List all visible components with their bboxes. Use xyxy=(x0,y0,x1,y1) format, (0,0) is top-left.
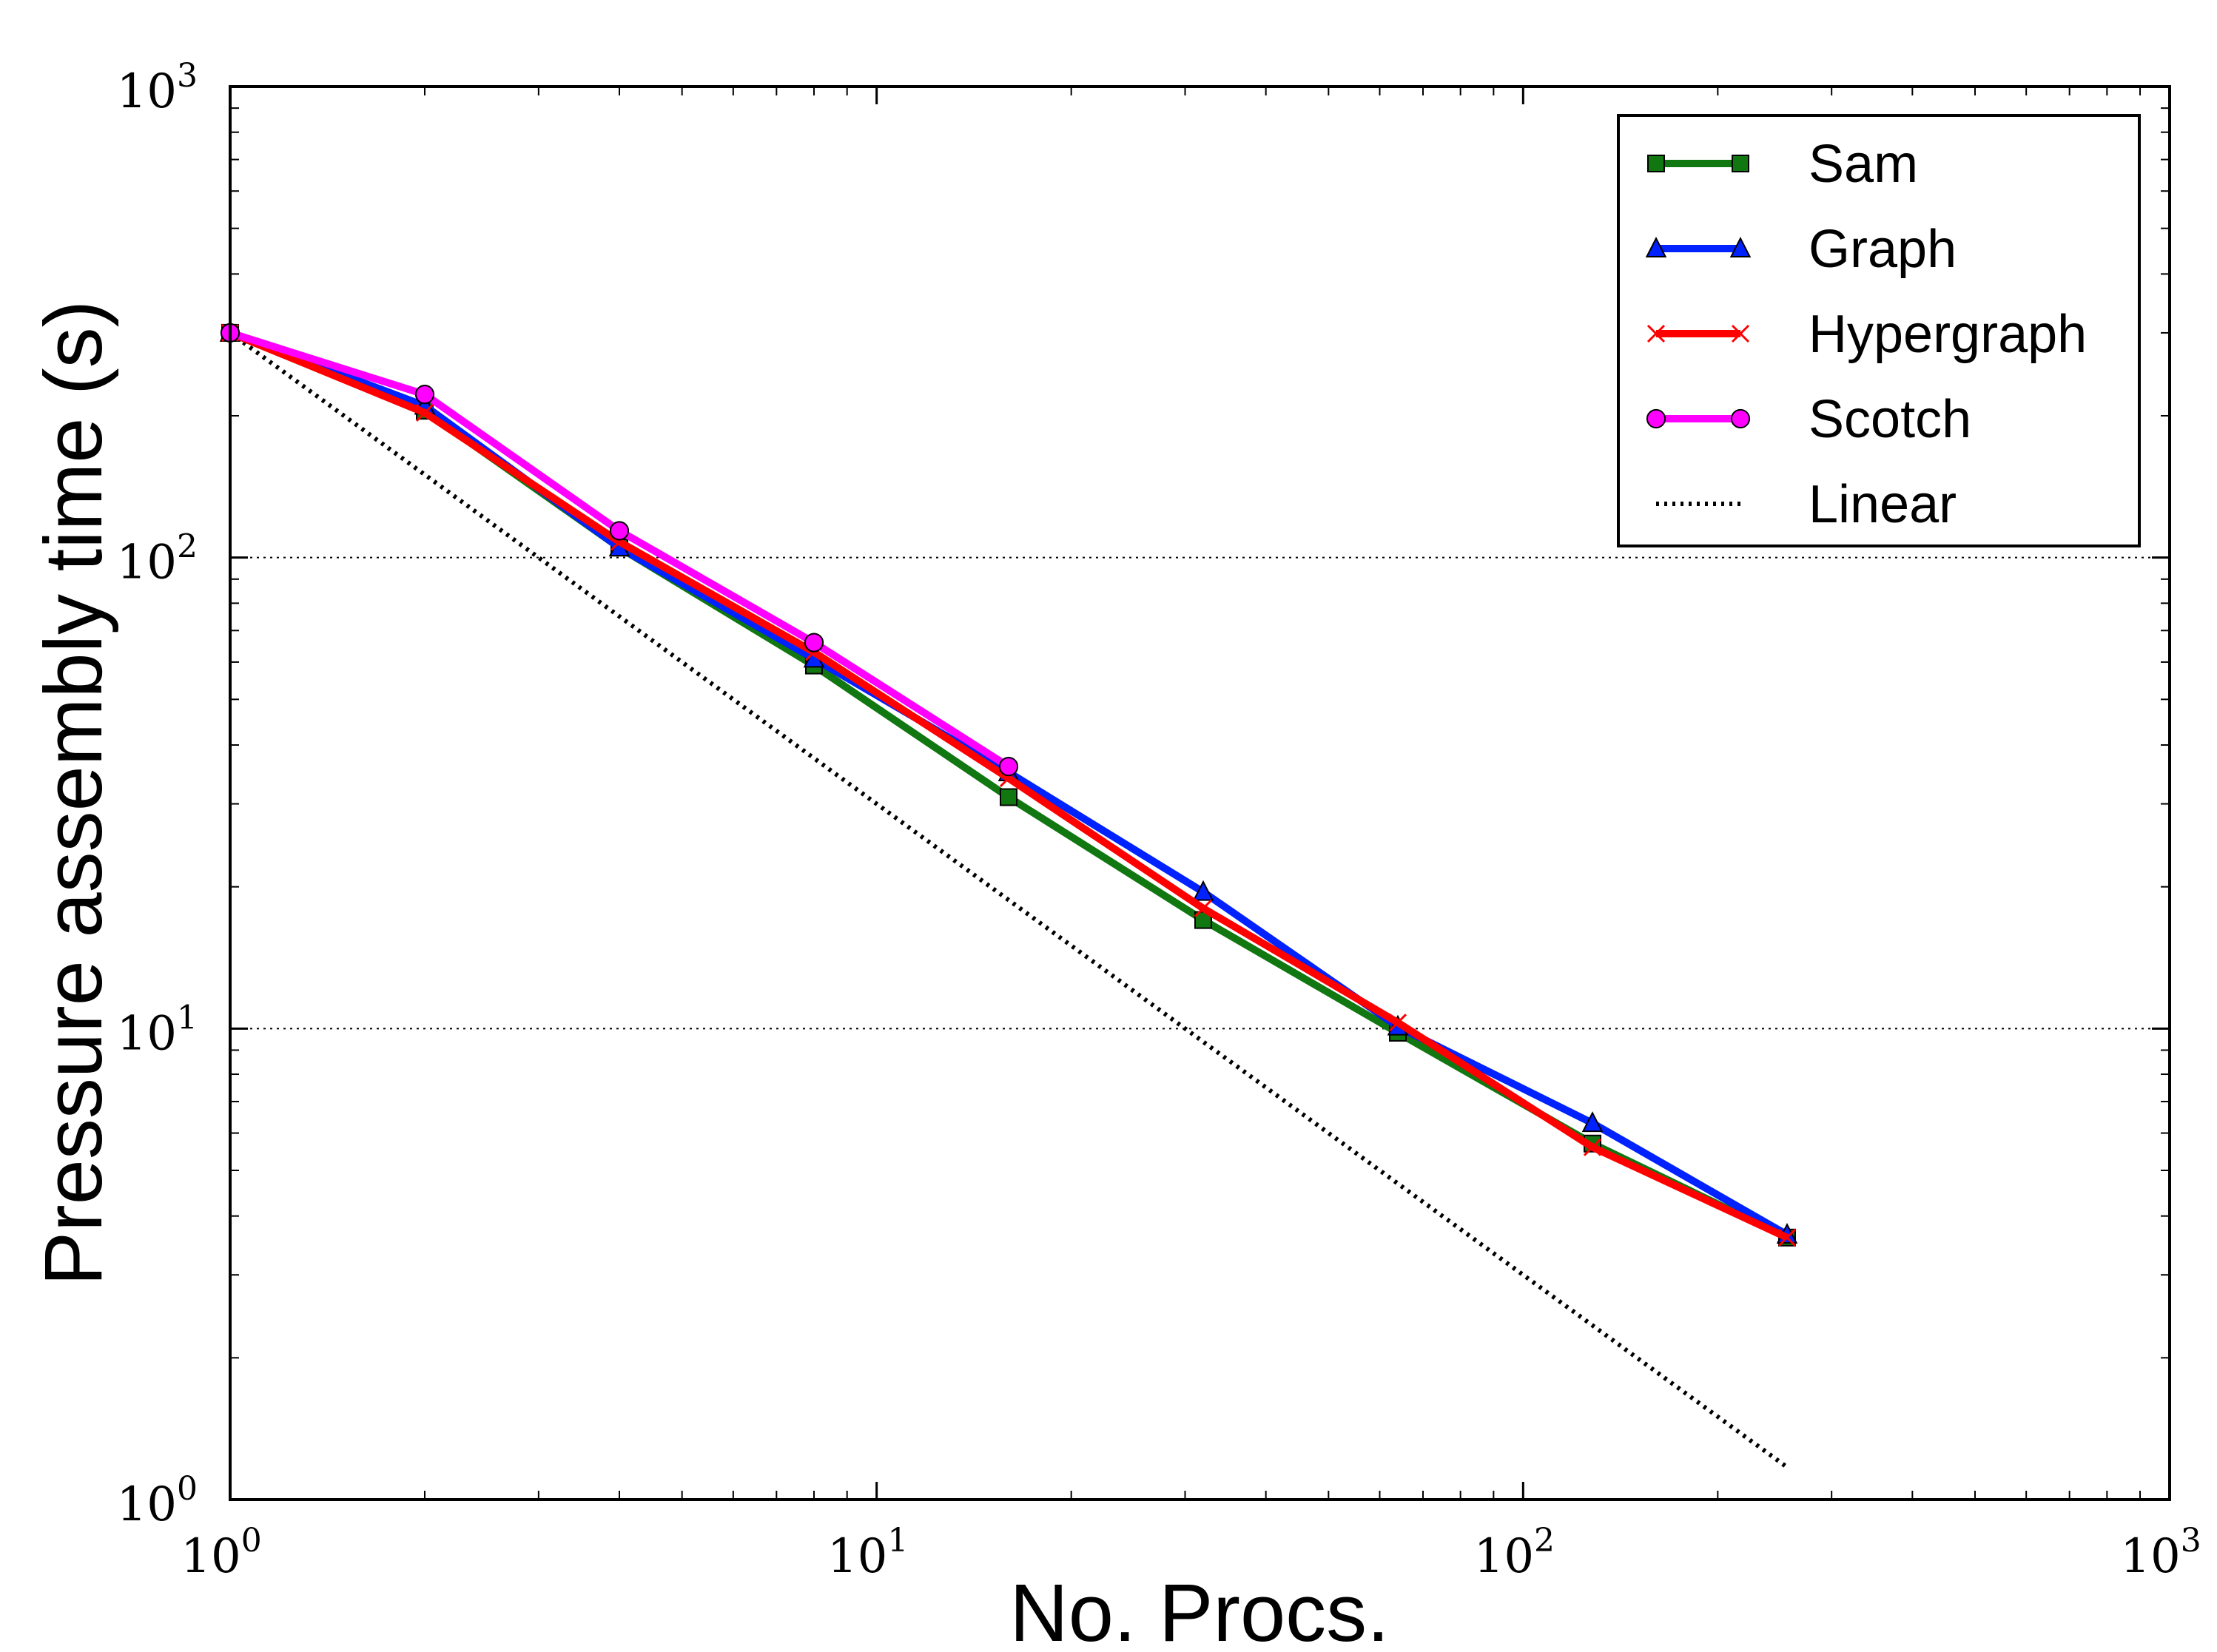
legend-marker-hypergraph xyxy=(1646,324,1666,343)
x-tick-label: 103 xyxy=(2120,1522,2201,1584)
legend-label-sam: Sam xyxy=(1809,135,1918,194)
legend-label-hypergraph: Hypergraph xyxy=(1809,305,2087,364)
plot-frame xyxy=(229,85,2171,1501)
y-tick-label: 103 xyxy=(117,57,198,119)
legend-item-sam: Sam xyxy=(1647,135,1918,194)
series-line-linear xyxy=(229,331,1789,1469)
legend-marker-scotch xyxy=(1646,408,1666,429)
point-scotch xyxy=(998,757,1019,777)
series-line-graph xyxy=(229,329,1789,1238)
legend-marker-graph xyxy=(1729,237,1752,257)
series-graph xyxy=(219,320,1798,1244)
point-sam xyxy=(999,788,1017,806)
series-layer xyxy=(219,320,1798,1469)
legend-label-scotch: Scotch xyxy=(1809,390,1971,449)
series-linear xyxy=(229,331,1789,1469)
legend: Sam Graph Hypergraph Scotch Linear xyxy=(1617,114,2141,547)
legend-marker-graph xyxy=(1645,237,1667,257)
legend-item-graph: Graph xyxy=(1645,220,1957,279)
y-tick-label: 100 xyxy=(117,1470,198,1532)
x-tick-label: 101 xyxy=(827,1522,908,1584)
x-tick-label: 100 xyxy=(181,1522,261,1584)
legend-marker-sam xyxy=(1732,155,1749,172)
series-scotch xyxy=(220,323,1019,777)
point-graph xyxy=(1192,880,1214,901)
legend-marker-scotch xyxy=(1730,408,1751,429)
point-hypergraph xyxy=(1388,1014,1407,1032)
point-hypergraph xyxy=(1583,1138,1602,1156)
major-ticks: 100 101 102 103 100 101 102 103 xyxy=(117,57,2201,1584)
y-tick-label: 101 xyxy=(117,999,198,1061)
point-graph xyxy=(1581,1111,1604,1133)
point-scotch xyxy=(804,633,824,653)
point-hypergraph xyxy=(415,403,434,422)
point-hypergraph xyxy=(1194,899,1213,917)
legend-label-linear: Linear xyxy=(1809,475,1957,534)
y-axis-label: Pressure assembly time (s) xyxy=(28,300,119,1287)
legend-marker-sam xyxy=(1647,155,1665,172)
x-tick-label: 102 xyxy=(1474,1522,1555,1584)
legend-label-graph: Graph xyxy=(1809,220,1957,279)
point-scotch xyxy=(609,521,630,541)
legend-marker-hypergraph xyxy=(1731,324,1750,343)
x-axis-label: No. Procs. xyxy=(1009,1568,1389,1652)
point-hypergraph xyxy=(1777,1228,1797,1247)
legend-item-scotch: Scotch xyxy=(1646,390,1971,449)
legend-item-linear: Linear xyxy=(1656,475,1957,534)
y-tick-label: 102 xyxy=(117,528,198,590)
legend-item-hypergraph: Hypergraph xyxy=(1646,305,2087,364)
grid-lines xyxy=(230,556,2170,1030)
point-scotch xyxy=(414,385,435,405)
